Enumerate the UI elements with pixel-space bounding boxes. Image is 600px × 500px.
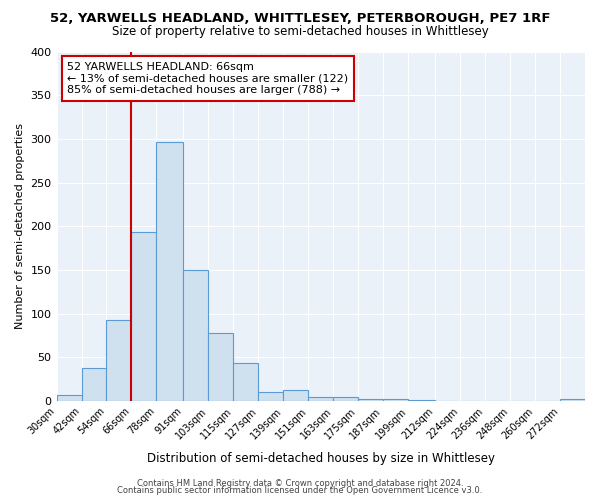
Bar	[358, 400, 383, 401]
Bar	[184, 270, 208, 401]
Text: 52, YARWELLS HEADLAND, WHITTLESEY, PETERBOROUGH, PE7 1RF: 52, YARWELLS HEADLAND, WHITTLESEY, PETER…	[50, 12, 550, 26]
Y-axis label: Number of semi-detached properties: Number of semi-detached properties	[15, 124, 25, 330]
Bar	[259, 392, 283, 401]
X-axis label: Distribution of semi-detached houses by size in Whittlesey: Distribution of semi-detached houses by …	[147, 452, 495, 465]
Text: Size of property relative to semi-detached houses in Whittlesey: Size of property relative to semi-detach…	[112, 25, 488, 38]
Bar	[56, 395, 82, 401]
Bar	[82, 368, 106, 401]
Bar	[283, 390, 308, 401]
Bar	[383, 400, 408, 401]
Bar	[106, 320, 131, 401]
Bar	[333, 396, 358, 401]
Bar	[308, 396, 333, 401]
Text: 52 YARWELLS HEADLAND: 66sqm
← 13% of semi-detached houses are smaller (122)
85% : 52 YARWELLS HEADLAND: 66sqm ← 13% of sem…	[67, 62, 348, 95]
Bar	[208, 333, 233, 401]
Text: Contains public sector information licensed under the Open Government Licence v3: Contains public sector information licen…	[118, 486, 482, 495]
Bar	[408, 400, 435, 401]
Bar	[131, 232, 157, 401]
Bar	[233, 364, 259, 401]
Text: Contains HM Land Registry data © Crown copyright and database right 2024.: Contains HM Land Registry data © Crown c…	[137, 478, 463, 488]
Bar	[560, 400, 585, 401]
Bar	[157, 142, 184, 401]
